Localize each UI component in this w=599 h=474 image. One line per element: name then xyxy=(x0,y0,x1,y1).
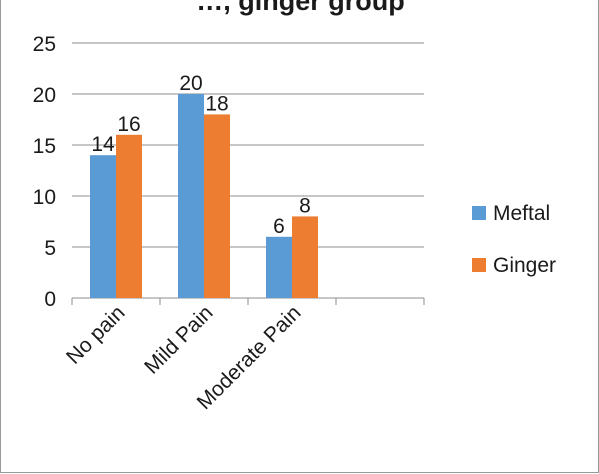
data-label: 8 xyxy=(299,194,311,217)
bar-meftal xyxy=(90,155,116,298)
legend-swatch-ginger xyxy=(472,258,486,272)
y-tick-label: 10 xyxy=(33,186,56,209)
data-label: 6 xyxy=(273,215,285,238)
legend-label: Meftal xyxy=(493,202,550,225)
x-tick-label: Mild Pain xyxy=(140,301,217,378)
y-tick-label: 0 xyxy=(44,288,56,311)
bar-ginger xyxy=(116,134,142,298)
y-tick-label: 5 xyxy=(44,237,56,260)
legend-label: Ginger xyxy=(493,254,556,277)
bar-ginger xyxy=(292,216,318,298)
data-label: 20 xyxy=(179,72,202,95)
data-label: 14 xyxy=(91,133,115,156)
data-label: 16 xyxy=(117,113,140,136)
y-tick-label: 25 xyxy=(33,33,56,56)
y-tick-label: 15 xyxy=(33,135,56,158)
chart-title: …, ginger group xyxy=(196,0,405,16)
bar-meftal xyxy=(266,236,292,298)
bar-meftal xyxy=(178,94,204,298)
y-tick-label: 20 xyxy=(33,84,56,107)
data-label: 18 xyxy=(205,92,228,115)
bar-ginger xyxy=(204,114,230,299)
x-tick-label: No pain xyxy=(62,301,129,368)
legend-swatch-meftal xyxy=(472,206,486,220)
